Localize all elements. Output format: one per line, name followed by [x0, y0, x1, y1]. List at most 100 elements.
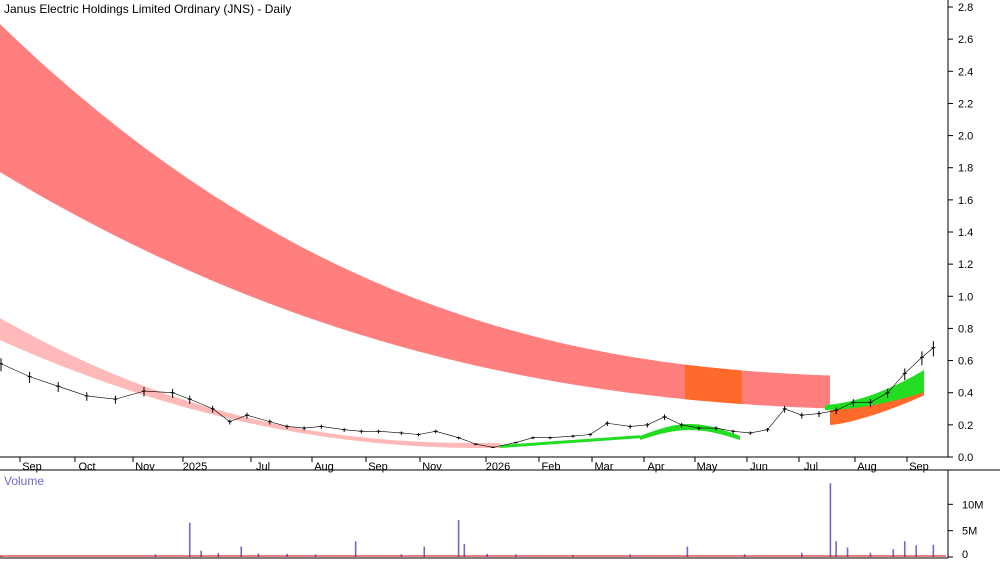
volume-bar	[257, 553, 260, 557]
y-tick-label: 0.0	[958, 452, 973, 464]
price-line-segment	[321, 426, 345, 430]
price-line-segment	[401, 432, 419, 435]
price-line-segment	[0, 363, 30, 377]
price-line-segment	[921, 347, 934, 358]
x-tick-label: Aug	[857, 461, 877, 473]
volume-axis-ticks: 10M 5M 0	[948, 499, 983, 561]
price-line-segment	[733, 430, 751, 434]
price-line-segment	[189, 398, 213, 410]
x-tick-label: Feb	[542, 461, 561, 473]
y-tick-label: 2.4	[958, 66, 973, 78]
volume-bar	[686, 546, 689, 557]
y-tick-label: 0.6	[958, 356, 973, 368]
price-line-segment	[492, 442, 516, 448]
price-line-segment	[115, 390, 145, 400]
price-line-segment	[378, 430, 402, 434]
volume-bar	[915, 545, 917, 557]
price-line-segment	[286, 426, 305, 429]
x-tick-label: Mar	[595, 461, 614, 473]
x-axis-ticks: Sep Oct Nov 2025 Jul Aug Sep Nov 2026 Feb Mar Apr Ma…	[19, 457, 929, 473]
price-line-segment	[29, 376, 59, 387]
y-tick-label: 1.4	[958, 227, 973, 239]
price-line-segment	[458, 437, 476, 445]
price-line-segment	[784, 408, 802, 416]
price-line-segment	[630, 424, 648, 427]
volume-bar	[457, 520, 460, 557]
price-line-segment	[475, 443, 493, 448]
volume-bar	[932, 544, 935, 557]
y-tick-label: 1.6	[958, 195, 973, 207]
price-line-segment	[715, 427, 734, 432]
volume-bar	[486, 553, 488, 557]
price-line-segment	[515, 437, 534, 443]
volume-bar	[217, 552, 220, 557]
volume-label: Volume	[4, 474, 44, 488]
price-line-segment	[269, 421, 288, 427]
price-line-segment	[246, 414, 270, 422]
x-tick-label: Sep	[22, 461, 42, 473]
price-line-segment	[607, 422, 631, 427]
y-tick-label: 0.8	[958, 323, 973, 335]
x-tick-label: Jul	[256, 461, 270, 473]
y-tick-label: 2.0	[958, 131, 973, 143]
price-line-segment	[589, 422, 608, 435]
x-tick-label: Jul	[804, 461, 818, 473]
volume-tick-label: 5M	[962, 526, 977, 538]
x-tick-label: May	[697, 461, 718, 473]
volume-bar	[869, 552, 872, 557]
short-term-band	[0, 318, 500, 448]
y-tick-label: 1.8	[958, 163, 973, 175]
volume-bar	[892, 549, 895, 557]
volume-bar	[240, 546, 243, 557]
moving-average-bands	[0, 24, 924, 448]
y-tick-label: 1.0	[958, 291, 973, 303]
chart-title: Janus Electric Holdings Limited Ordinary…	[4, 2, 291, 16]
y-tick-label: 2.8	[958, 2, 973, 14]
price-line-segment	[870, 392, 888, 403]
y-tick-label: 2.2	[958, 98, 973, 110]
price-line-segment	[887, 373, 905, 393]
price-line-segment	[58, 386, 87, 397]
volume-bar	[846, 547, 849, 557]
y-tick-label: 1.2	[958, 259, 973, 271]
x-tick-label: 2026	[486, 461, 510, 473]
price-line-segment	[767, 408, 785, 430]
y-tick-label: 2.6	[958, 34, 973, 46]
volume-tick-label: 10M	[962, 499, 983, 511]
volume-bar	[188, 522, 191, 557]
volume-bar	[200, 550, 202, 557]
price-line-segment	[750, 429, 768, 434]
price-line-segment	[172, 392, 190, 400]
x-tick-label: Nov	[422, 461, 442, 473]
x-tick-label: Apr	[647, 461, 664, 473]
price-line-segment	[344, 429, 362, 432]
volume-bar	[903, 541, 906, 557]
volume-bar	[801, 552, 803, 557]
long-term-band	[0, 24, 830, 409]
y-tick-label: 0.4	[958, 388, 973, 400]
volume-bar	[829, 483, 832, 557]
price-line-segment	[304, 426, 322, 429]
price-line-segment	[550, 435, 574, 439]
y-axis-ticks: 2.8 2.6 2.4 2.2 2.0 1.8 1.6 1.4 1.2 1.0 0.8 0.6 0.4 0…	[948, 2, 973, 464]
price-bars	[0, 341, 936, 449]
price-line-segment	[86, 395, 116, 400]
x-tick-label: Oct	[78, 461, 95, 473]
price-line-segment	[801, 413, 819, 416]
price-line-segment	[664, 416, 682, 426]
price-line-segment	[435, 430, 459, 439]
x-tick-label: Sep	[368, 461, 388, 473]
trend-transition-band	[685, 364, 742, 405]
volume-bar	[354, 541, 357, 557]
x-tick-label: Sep	[909, 461, 929, 473]
price-line-segment	[212, 408, 230, 422]
price-line-segment	[572, 434, 591, 437]
price-line-segment	[681, 424, 699, 429]
x-tick-label: Jun	[750, 461, 768, 473]
short-term-uptrend-band	[825, 370, 924, 410]
volume-bar	[463, 543, 466, 557]
price-line-segment	[143, 390, 173, 394]
volume-bar	[286, 553, 288, 557]
price-line-segment	[647, 416, 665, 426]
